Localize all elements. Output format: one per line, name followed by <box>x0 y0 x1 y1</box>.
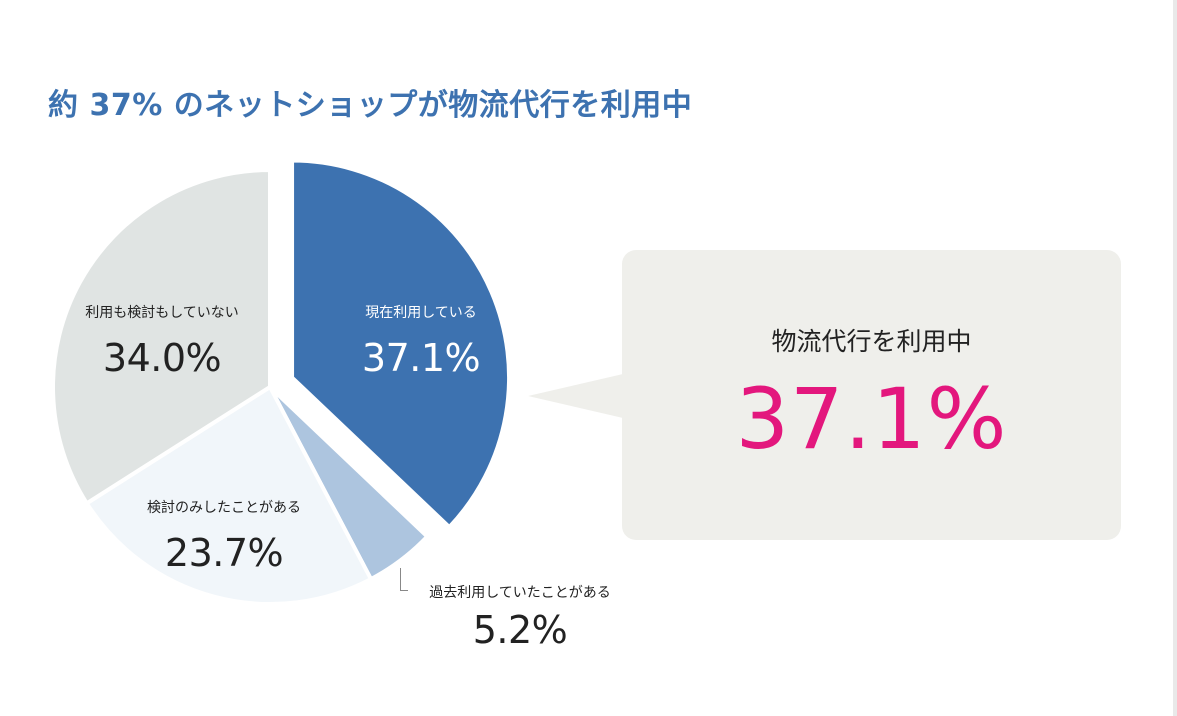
pie-slice-never <box>51 168 272 506</box>
slice-name-never: 利用も検討もしていない <box>85 305 239 321</box>
callout-box: 物流代行を利用中 37.1% <box>622 250 1121 540</box>
chart-title: 約 37% のネットショップが物流代行を利用中 <box>48 88 693 123</box>
page-edge <box>1173 0 1177 716</box>
slice-label-current: 現在利用している 37.1% <box>361 302 481 380</box>
pie-slice-current <box>290 158 512 530</box>
leader-line-past <box>400 568 408 591</box>
slice-label-past: 過去利用していたことがある 5.2% <box>429 582 611 652</box>
callout-heading: 物流代行を利用中 <box>771 327 972 356</box>
pie-slice-considered <box>84 385 373 606</box>
slice-name-current: 現在利用している <box>365 305 477 321</box>
slice-name-considered: 検討のみしたことがある <box>147 500 301 516</box>
slice-value-past: 5.2% <box>472 608 568 652</box>
slice-name-past: 過去利用していたことがある <box>429 585 611 601</box>
slice-label-considered: 検討のみしたことがある 23.7% <box>147 497 301 575</box>
callout-pointer <box>528 374 623 418</box>
slice-value-considered: 23.7% <box>164 531 284 575</box>
slice-value-current: 37.1% <box>361 336 481 380</box>
slice-value-never: 34.0% <box>102 336 222 380</box>
callout-value: 37.1% <box>735 370 1008 468</box>
slice-label-never: 利用も検討もしていない 34.0% <box>85 302 239 380</box>
